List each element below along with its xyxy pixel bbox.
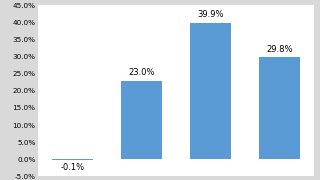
Text: 39.9%: 39.9%	[197, 10, 224, 19]
Text: 29.8%: 29.8%	[266, 45, 292, 54]
Bar	[259, 57, 300, 159]
Bar	[52, 159, 93, 160]
Text: 23.0%: 23.0%	[128, 68, 155, 77]
Bar	[121, 81, 162, 159]
Text: -0.1%: -0.1%	[61, 163, 85, 172]
Bar	[190, 23, 231, 159]
